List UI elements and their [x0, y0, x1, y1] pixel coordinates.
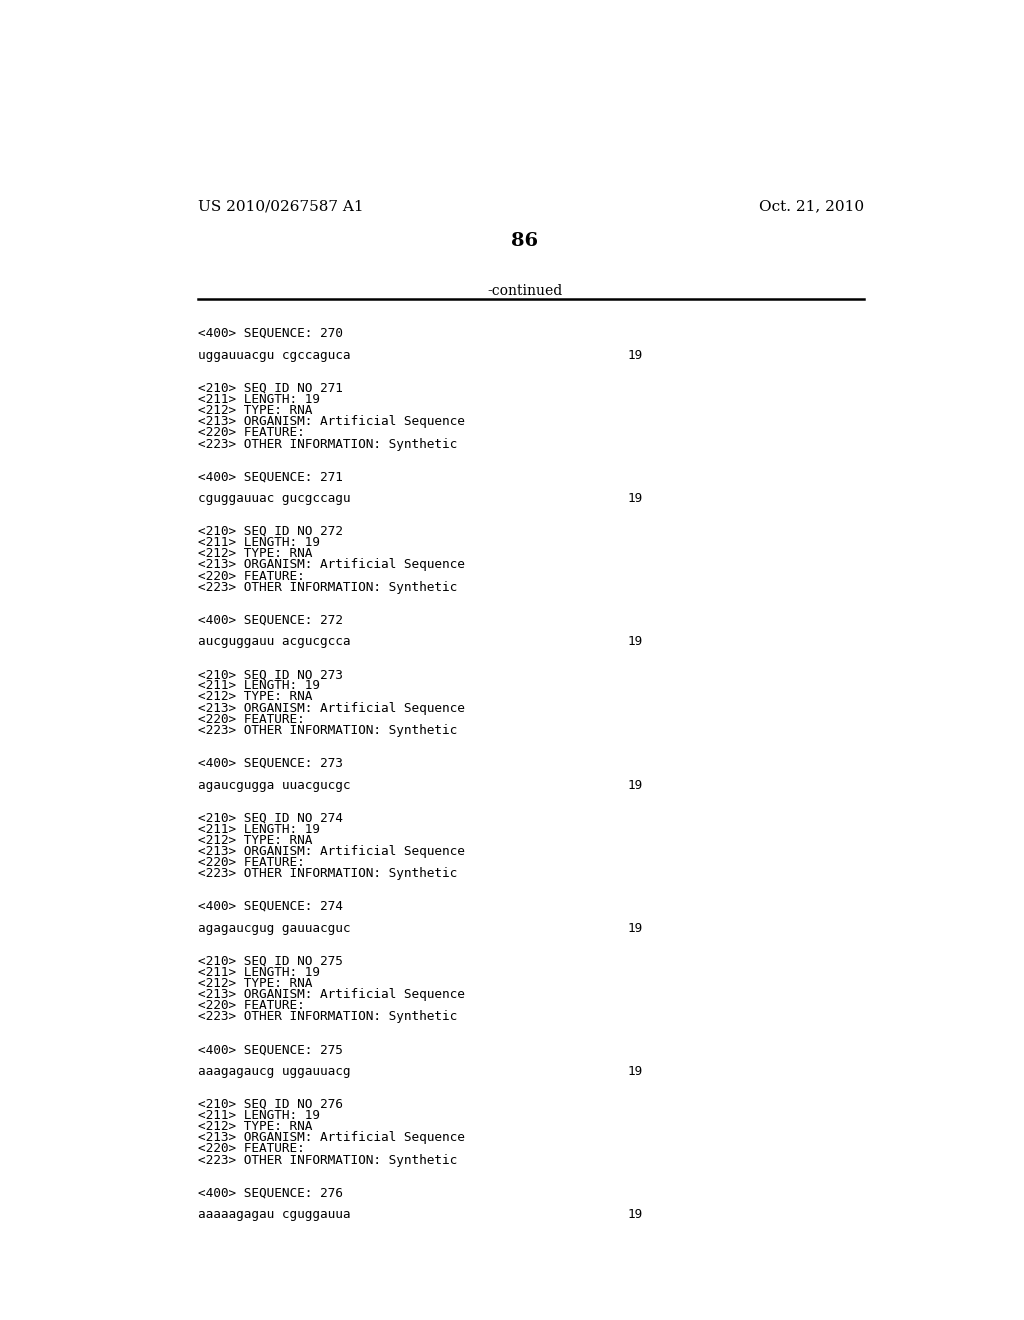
- Text: <211> LENGTH: 19: <211> LENGTH: 19: [198, 966, 319, 978]
- Text: <220> FEATURE:: <220> FEATURE:: [198, 1143, 304, 1155]
- Text: 19: 19: [628, 348, 643, 362]
- Text: <211> LENGTH: 19: <211> LENGTH: 19: [198, 536, 319, 549]
- Text: <400> SEQUENCE: 272: <400> SEQUENCE: 272: [198, 614, 343, 627]
- Text: agaucgugga uuacgucgc: agaucgugga uuacgucgc: [198, 779, 350, 792]
- Text: <212> TYPE: RNA: <212> TYPE: RNA: [198, 548, 312, 560]
- Text: aaaaagagau cguggauua: aaaaagagau cguggauua: [198, 1208, 350, 1221]
- Text: <223> OTHER INFORMATION: Synthetic: <223> OTHER INFORMATION: Synthetic: [198, 1010, 457, 1023]
- Text: <210> SEQ ID NO 276: <210> SEQ ID NO 276: [198, 1098, 343, 1111]
- Text: <400> SEQUENCE: 274: <400> SEQUENCE: 274: [198, 900, 343, 913]
- Text: <223> OTHER INFORMATION: Synthetic: <223> OTHER INFORMATION: Synthetic: [198, 437, 457, 450]
- Text: <223> OTHER INFORMATION: Synthetic: <223> OTHER INFORMATION: Synthetic: [198, 723, 457, 737]
- Text: <212> TYPE: RNA: <212> TYPE: RNA: [198, 977, 312, 990]
- Text: <220> FEATURE:: <220> FEATURE:: [198, 857, 304, 869]
- Text: <223> OTHER INFORMATION: Synthetic: <223> OTHER INFORMATION: Synthetic: [198, 581, 457, 594]
- Text: <213> ORGANISM: Artificial Sequence: <213> ORGANISM: Artificial Sequence: [198, 989, 465, 1001]
- Text: <213> ORGANISM: Artificial Sequence: <213> ORGANISM: Artificial Sequence: [198, 702, 465, 714]
- Text: <210> SEQ ID NO 271: <210> SEQ ID NO 271: [198, 381, 343, 395]
- Text: <400> SEQUENCE: 275: <400> SEQUENCE: 275: [198, 1043, 343, 1056]
- Text: cguggauuac gucgccagu: cguggauuac gucgccagu: [198, 492, 350, 506]
- Text: <212> TYPE: RNA: <212> TYPE: RNA: [198, 1121, 312, 1133]
- Text: aucguggauu acgucgcca: aucguggauu acgucgcca: [198, 635, 350, 648]
- Text: <213> ORGANISM: Artificial Sequence: <213> ORGANISM: Artificial Sequence: [198, 845, 465, 858]
- Text: <212> TYPE: RNA: <212> TYPE: RNA: [198, 404, 312, 417]
- Text: <211> LENGTH: 19: <211> LENGTH: 19: [198, 680, 319, 692]
- Text: uggauuacgu cgccaguca: uggauuacgu cgccaguca: [198, 348, 350, 362]
- Text: <213> ORGANISM: Artificial Sequence: <213> ORGANISM: Artificial Sequence: [198, 416, 465, 428]
- Text: 19: 19: [628, 921, 643, 935]
- Text: <220> FEATURE:: <220> FEATURE:: [198, 426, 304, 440]
- Text: <211> LENGTH: 19: <211> LENGTH: 19: [198, 393, 319, 405]
- Text: <220> FEATURE:: <220> FEATURE:: [198, 570, 304, 582]
- Text: <223> OTHER INFORMATION: Synthetic: <223> OTHER INFORMATION: Synthetic: [198, 867, 457, 880]
- Text: <213> ORGANISM: Artificial Sequence: <213> ORGANISM: Artificial Sequence: [198, 1131, 465, 1144]
- Text: <220> FEATURE:: <220> FEATURE:: [198, 999, 304, 1012]
- Text: 19: 19: [628, 635, 643, 648]
- Text: <210> SEQ ID NO 273: <210> SEQ ID NO 273: [198, 668, 343, 681]
- Text: <400> SEQUENCE: 273: <400> SEQUENCE: 273: [198, 756, 343, 770]
- Text: <210> SEQ ID NO 272: <210> SEQ ID NO 272: [198, 525, 343, 539]
- Text: <212> TYPE: RNA: <212> TYPE: RNA: [198, 834, 312, 846]
- Text: <211> LENGTH: 19: <211> LENGTH: 19: [198, 822, 319, 836]
- Text: 19: 19: [628, 1208, 643, 1221]
- Text: Oct. 21, 2010: Oct. 21, 2010: [759, 199, 864, 214]
- Text: 19: 19: [628, 492, 643, 506]
- Text: <223> OTHER INFORMATION: Synthetic: <223> OTHER INFORMATION: Synthetic: [198, 1154, 457, 1167]
- Text: <400> SEQUENCE: 271: <400> SEQUENCE: 271: [198, 470, 343, 483]
- Text: US 2010/0267587 A1: US 2010/0267587 A1: [198, 199, 364, 214]
- Text: agagaucgug gauuacguc: agagaucgug gauuacguc: [198, 921, 350, 935]
- Text: <400> SEQUENCE: 270: <400> SEQUENCE: 270: [198, 327, 343, 341]
- Text: aaagagaucg uggauuacg: aaagagaucg uggauuacg: [198, 1065, 350, 1078]
- Text: <212> TYPE: RNA: <212> TYPE: RNA: [198, 690, 312, 704]
- Text: <210> SEQ ID NO 275: <210> SEQ ID NO 275: [198, 954, 343, 968]
- Text: <211> LENGTH: 19: <211> LENGTH: 19: [198, 1109, 319, 1122]
- Text: -continued: -continued: [487, 284, 562, 298]
- Text: <213> ORGANISM: Artificial Sequence: <213> ORGANISM: Artificial Sequence: [198, 558, 465, 572]
- Text: <210> SEQ ID NO 274: <210> SEQ ID NO 274: [198, 812, 343, 825]
- Text: 86: 86: [511, 231, 539, 249]
- Text: 19: 19: [628, 779, 643, 792]
- Text: <220> FEATURE:: <220> FEATURE:: [198, 713, 304, 726]
- Text: 19: 19: [628, 1065, 643, 1078]
- Text: <400> SEQUENCE: 276: <400> SEQUENCE: 276: [198, 1187, 343, 1200]
